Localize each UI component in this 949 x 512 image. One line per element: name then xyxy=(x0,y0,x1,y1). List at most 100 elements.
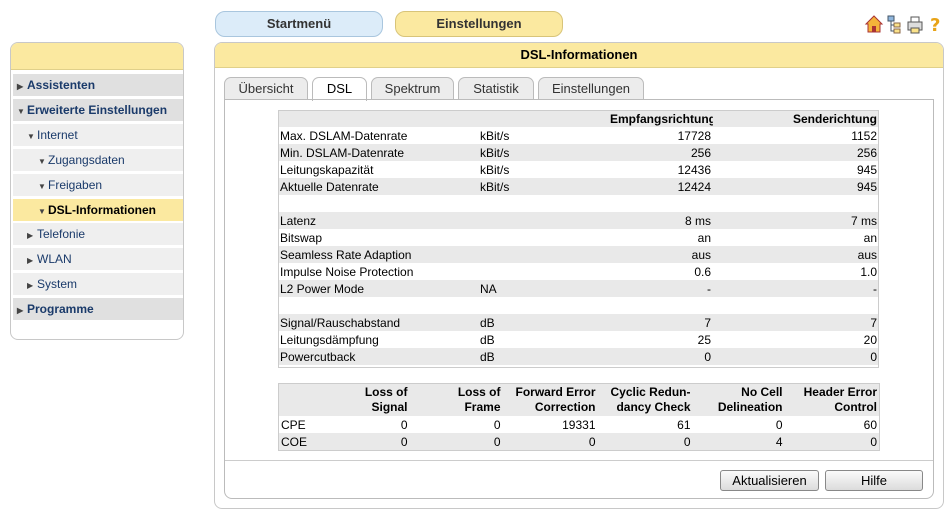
table-row: Loss of Signal Loss of Frame Forward Error Co… xyxy=(278,383,880,416)
cell xyxy=(278,383,316,416)
table-row: Leitungsdämpfung dB 25 20 xyxy=(278,331,879,348)
row-label: Seamless Rate Adaption xyxy=(278,246,478,263)
header-line: Frame xyxy=(464,400,501,414)
header-line: Signal xyxy=(371,400,408,414)
table-row: Leitungskapazität kBit/s 12436 945 xyxy=(278,161,879,178)
tab[interactable]: Statistik xyxy=(458,77,534,100)
header-line: No Cell xyxy=(741,385,783,399)
side-item[interactable]: ▶ Telefonie xyxy=(13,223,183,246)
value: 0.6 xyxy=(694,264,711,279)
value: 7 ms xyxy=(713,212,879,229)
row-label: Powercutback xyxy=(278,348,478,365)
value: 60 xyxy=(863,417,877,432)
value: 0 xyxy=(608,348,713,365)
column-header: Loss of Signal xyxy=(315,383,410,416)
value: 25 xyxy=(697,332,711,347)
button-hilfe[interactable]: Hilfe xyxy=(825,470,923,491)
cell xyxy=(278,110,478,127)
header-line: Delineation xyxy=(717,400,783,414)
row-label: Signal/Rauschabstand xyxy=(278,314,478,331)
side-item[interactable]: ▼ DSL-Informationen xyxy=(13,199,183,222)
column-header: Cyclic Redun-dancy Check xyxy=(597,383,693,416)
nav-einstellungen[interactable]: Einstellungen xyxy=(395,11,563,37)
side-item[interactable]: ▼ Freigaben xyxy=(13,174,183,197)
table-row: Latenz 8 ms 7 ms xyxy=(278,212,879,229)
column-header: Empfangsrichtung xyxy=(608,110,713,127)
toolbar-icons[interactable]: ? xyxy=(864,13,942,35)
button-aktualisieren[interactable]: Aktualisieren xyxy=(720,470,819,491)
table-row: Min. DSLAM-Datenrate kBit/s 256 256 xyxy=(278,144,879,161)
tab[interactable]: Spektrum xyxy=(371,77,454,100)
header-line: dancy Check xyxy=(616,400,691,414)
value: 1152 xyxy=(851,128,877,143)
cell xyxy=(478,110,608,127)
nav-startmenu[interactable]: Startmenü xyxy=(215,11,383,37)
tab[interactable]: DSL xyxy=(312,77,367,101)
row-label: Aktuelle Datenrate xyxy=(278,178,478,195)
value: 0 xyxy=(502,433,598,451)
value: 7 xyxy=(713,314,879,331)
unit xyxy=(478,229,608,246)
side-item[interactable]: ▶ Programme xyxy=(13,298,183,321)
column-header: Senderichtung xyxy=(713,110,879,127)
tab[interactable]: Übersicht xyxy=(224,77,308,100)
dsl-table: Empfangsrichtung Senderichtung Max. DSLAM-… xyxy=(278,110,879,365)
panel-title: DSL-Informationen xyxy=(215,43,943,68)
value: 8 ms xyxy=(608,212,713,229)
header-line: Cyclic Redun- xyxy=(610,385,691,399)
table-row xyxy=(278,297,879,314)
row-label: CPE xyxy=(281,417,306,432)
tab[interactable]: Einstellungen xyxy=(538,77,644,100)
unit: dB xyxy=(478,348,608,365)
row-label: L2 Power Mode xyxy=(278,280,478,297)
value: an xyxy=(863,230,877,245)
error-table: Loss of Signal Loss of Frame Forward Error Co… xyxy=(278,383,880,451)
column-header: Forward Error Correction xyxy=(502,383,598,416)
unit: kBit/s xyxy=(478,178,608,195)
value: 945 xyxy=(713,178,879,195)
table-row: Empfangsrichtung Senderichtung xyxy=(278,110,879,127)
unit: kBit/s xyxy=(480,128,510,143)
side-item[interactable]: ▼ Erweiterte Einstellungen xyxy=(13,99,183,122)
row-label: Max. DSLAM-Datenrate xyxy=(280,128,408,143)
side-item[interactable]: ▼ Internet xyxy=(13,124,183,147)
row-label: Latenz xyxy=(278,212,478,229)
unit xyxy=(478,246,608,263)
value: 12436 xyxy=(677,162,711,177)
side-item[interactable]: ▶ System xyxy=(13,273,183,296)
value: 7 xyxy=(608,314,713,331)
tab-content xyxy=(224,99,934,499)
value: 0 xyxy=(784,433,880,451)
table-row: CPE 0 0 19331 61 0 60 xyxy=(279,416,880,433)
table-row: Signal/Rauschabstand dB 7 7 xyxy=(278,314,879,331)
row-label: Leitungskapazität xyxy=(280,162,374,177)
header-line: Header Error xyxy=(803,385,877,399)
table-row: COE 0 0 0 0 4 0 xyxy=(278,433,880,451)
value: 12424 xyxy=(608,178,713,195)
header-line: Correction xyxy=(534,400,596,414)
row-label: Bitswap xyxy=(280,230,323,245)
value: 0 xyxy=(400,417,408,432)
column-header: Loss of Frame xyxy=(409,383,503,416)
unit xyxy=(478,263,608,280)
cell xyxy=(278,297,879,314)
value: 945 xyxy=(856,162,877,177)
header-line: Loss of xyxy=(364,385,408,399)
row-label: Min. DSLAM-Datenrate xyxy=(278,144,478,161)
header-line: Forward Error xyxy=(515,385,596,399)
value: an xyxy=(697,230,711,245)
value: 0 xyxy=(409,433,503,451)
side-item[interactable]: ▶ WLAN xyxy=(13,248,183,271)
cell xyxy=(278,195,879,212)
value: 0 xyxy=(713,348,879,365)
unit xyxy=(478,212,608,229)
value: 0 xyxy=(597,433,693,451)
side-item[interactable]: ▼ Zugangsdaten xyxy=(13,149,183,172)
value: 0 xyxy=(315,433,410,451)
row-label: Impulse Noise Protection xyxy=(280,264,414,279)
table-row: Powercutback dB 0 0 xyxy=(278,348,879,365)
value: 19331 xyxy=(562,417,596,432)
side-item[interactable]: ▶ Assistenten xyxy=(13,74,183,97)
value: - xyxy=(608,280,713,297)
